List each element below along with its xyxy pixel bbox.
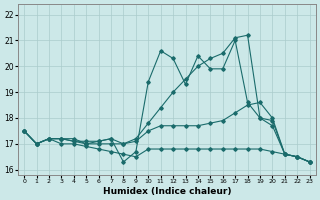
X-axis label: Humidex (Indice chaleur): Humidex (Indice chaleur) bbox=[103, 187, 231, 196]
